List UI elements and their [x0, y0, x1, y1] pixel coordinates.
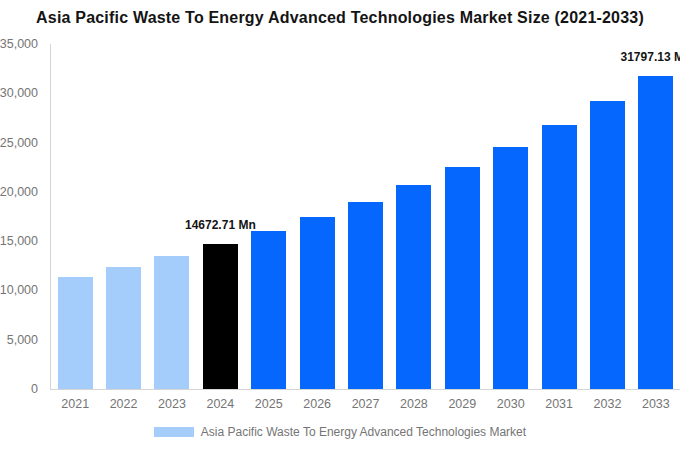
bar-value-label-2033: 31797.13 Mn: [621, 50, 680, 64]
bar-2028[interactable]: [396, 185, 431, 389]
plot-area: 20212022202314672.71 Mn20242025202620272…: [50, 44, 680, 390]
bar-2022[interactable]: [106, 267, 141, 389]
bar-2032[interactable]: [590, 101, 625, 389]
x-tick-label-2021: 2021: [61, 397, 89, 411]
x-tick-label-2022: 2022: [110, 397, 138, 411]
y-tick-label: 35,000: [0, 37, 38, 51]
y-axis: 05,00010,00015,00020,00025,00030,00035,0…: [0, 44, 44, 389]
y-tick-label: 25,000: [0, 136, 38, 150]
legend-item[interactable]: Asia Pacific Waste To Energy Advanced Te…: [0, 425, 680, 439]
bar-2023[interactable]: [154, 256, 189, 389]
bar-2026[interactable]: [300, 217, 335, 389]
y-tick-label: 15,000: [0, 234, 38, 248]
bar-slot-2029: 2029: [438, 44, 486, 389]
bar-2033[interactable]: [638, 76, 673, 389]
y-tick-label: 10,000: [0, 283, 38, 297]
bar-slot-2027: 2027: [341, 44, 389, 389]
y-tick-label: 30,000: [0, 86, 38, 100]
legend-label: Asia Pacific Waste To Energy Advanced Te…: [201, 425, 526, 439]
bar-2031[interactable]: [542, 125, 577, 389]
x-tick-label-2029: 2029: [448, 397, 476, 411]
x-tick-label-2026: 2026: [303, 397, 331, 411]
legend-swatch: [154, 427, 194, 437]
x-tick-label-2024: 2024: [206, 397, 234, 411]
bar-slot-2028: 2028: [390, 44, 438, 389]
bar-slot-2033: 31797.13 Mn2033: [632, 44, 680, 389]
bar-slot-2026: 2026: [293, 44, 341, 389]
x-tick-label-2030: 2030: [497, 397, 525, 411]
y-tick-label: 20,000: [0, 185, 38, 199]
x-tick-label-2027: 2027: [352, 397, 380, 411]
y-tick-label: 0: [31, 382, 38, 396]
x-tick-label-2031: 2031: [545, 397, 573, 411]
bar-2025[interactable]: [251, 231, 286, 389]
bar-2024[interactable]: [203, 244, 238, 389]
y-tick-label: 5,000: [7, 333, 38, 347]
bar-slot-2021: 2021: [51, 44, 99, 389]
bar-2030[interactable]: [493, 147, 528, 389]
bar-2029[interactable]: [445, 167, 480, 389]
bar-2021[interactable]: [58, 277, 93, 389]
x-tick-label-2028: 2028: [400, 397, 428, 411]
chart-title: Asia Pacific Waste To Energy Advanced Te…: [0, 9, 680, 27]
bar-slot-2025: 2025: [245, 44, 293, 389]
x-tick-label-2032: 2032: [594, 397, 622, 411]
x-tick-label-2033: 2033: [642, 397, 670, 411]
x-tick-label-2025: 2025: [255, 397, 283, 411]
bar-slot-2030: 2030: [487, 44, 535, 389]
bar-slot-2031: 2031: [535, 44, 583, 389]
x-tick-label-2023: 2023: [158, 397, 186, 411]
bar-2027[interactable]: [348, 202, 383, 389]
bar-slot-2023: 2023: [148, 44, 196, 389]
bar-slot-2022: 2022: [99, 44, 147, 389]
bar-slot-2024: 14672.71 Mn2024: [196, 44, 244, 389]
bar-slot-2032: 2032: [583, 44, 631, 389]
